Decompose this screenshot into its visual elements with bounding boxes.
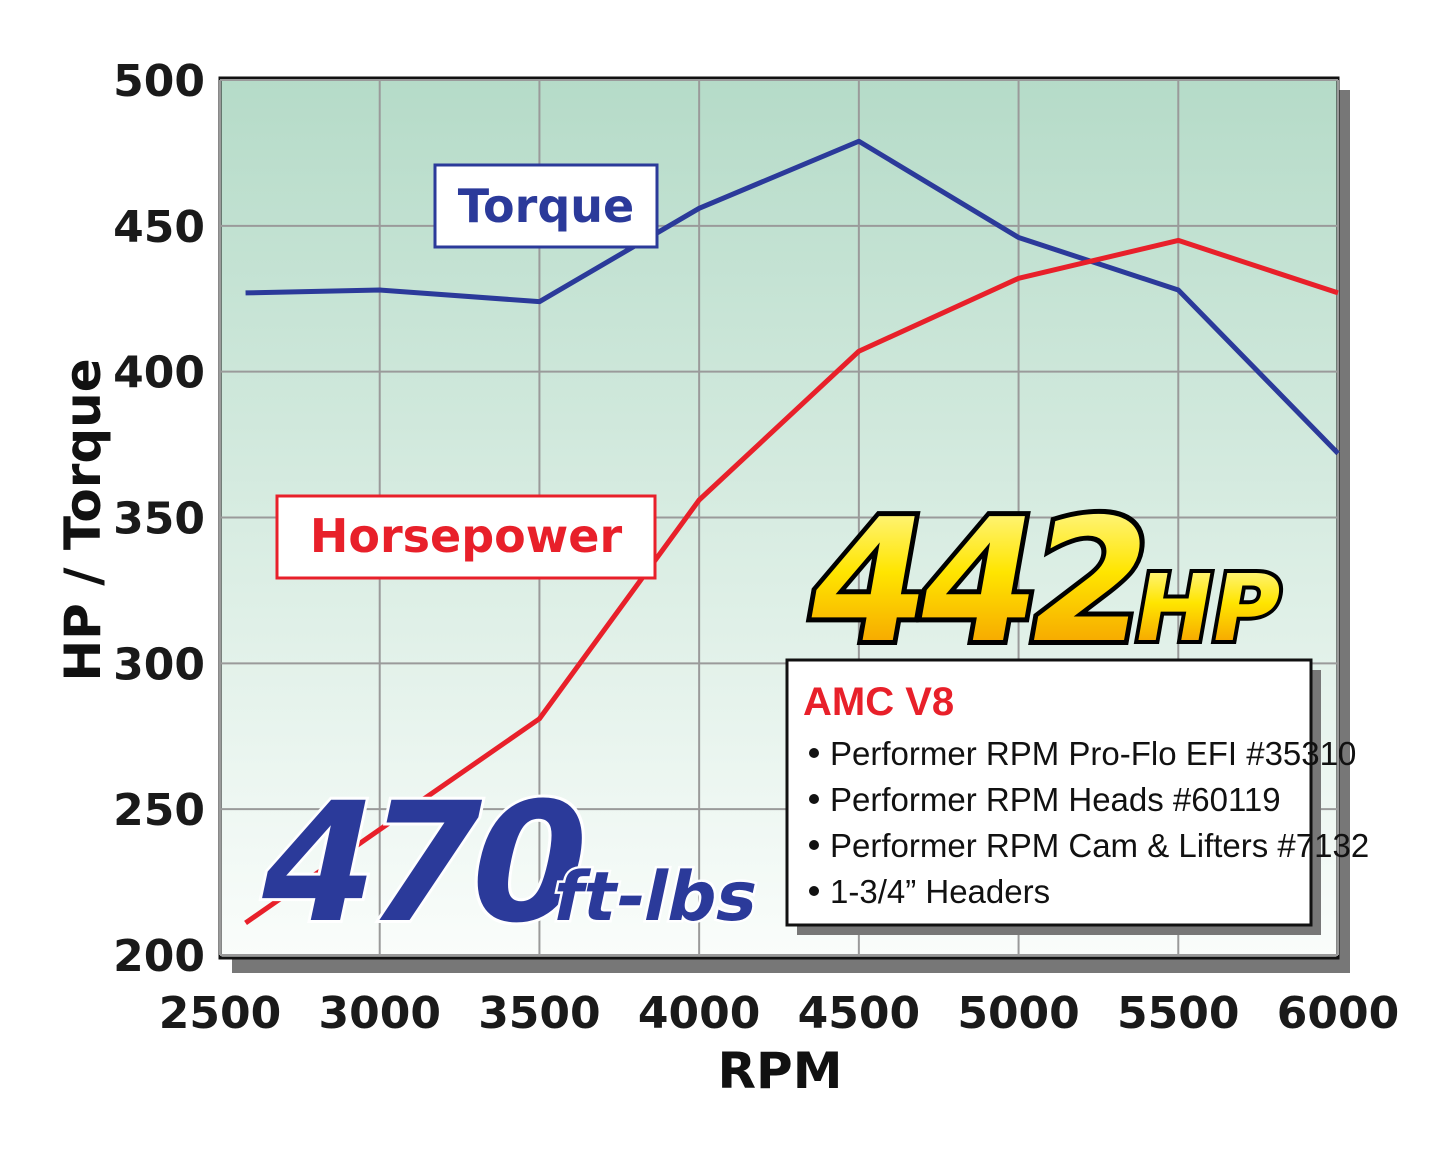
torque-label: Torque xyxy=(433,163,659,249)
y-tick-label: 450 xyxy=(113,202,205,253)
x-tick-label: 4500 xyxy=(798,988,920,1039)
torque-unit: ft-lbs xyxy=(546,858,766,937)
torque-badge: 470 ft-lbs xyxy=(239,765,769,963)
info-title: AMC V8 xyxy=(803,680,954,724)
info-box: AMC V8 Performer RPM Pro-Flo EFI #35310 P… xyxy=(785,658,1369,935)
x-tick-label: 4000 xyxy=(638,988,760,1039)
info-item: Performer RPM Pro-Flo EFI #35310 xyxy=(830,735,1356,772)
series-line xyxy=(244,237,1339,925)
x-tick-label: 5000 xyxy=(957,988,1079,1039)
y-tick-label: 400 xyxy=(113,348,205,399)
y-axis-label: HP / Torque xyxy=(54,358,112,681)
series-line xyxy=(245,138,1340,456)
info-item: Performer RPM Cam & Lifters #7132 xyxy=(830,827,1369,864)
x-tick-label: 6000 xyxy=(1277,988,1399,1039)
x-axis-label: RPM xyxy=(718,1042,843,1100)
legend-label: Horsepower xyxy=(310,509,623,563)
bullet xyxy=(809,840,819,850)
horsepower-label: Horsepower xyxy=(275,494,657,580)
hp-unit: HP xyxy=(1126,555,1289,662)
bullet xyxy=(809,886,819,896)
info-item: Performer RPM Heads #60119 xyxy=(830,781,1281,818)
info-item: 1-3/4” Headers xyxy=(830,873,1050,910)
hp-number: 442 xyxy=(793,483,1159,680)
x-tick-label: 3000 xyxy=(318,988,440,1039)
bullet xyxy=(809,748,819,758)
y-tick-label: 350 xyxy=(113,494,205,545)
y-tick-label: 500 xyxy=(113,56,205,107)
bullet xyxy=(809,794,819,804)
y-tick-label: 300 xyxy=(113,639,205,690)
x-tick-label: 5500 xyxy=(1117,988,1239,1039)
x-tick-label: 3500 xyxy=(478,988,600,1039)
legend-label: Torque xyxy=(458,179,634,233)
y-tick-label: 250 xyxy=(113,785,205,836)
torque-number: 470 xyxy=(242,768,600,960)
x-tick-label: 2500 xyxy=(159,988,281,1039)
y-tick-label: 200 xyxy=(113,931,205,982)
hp-badge: 442 HP xyxy=(788,478,1294,685)
